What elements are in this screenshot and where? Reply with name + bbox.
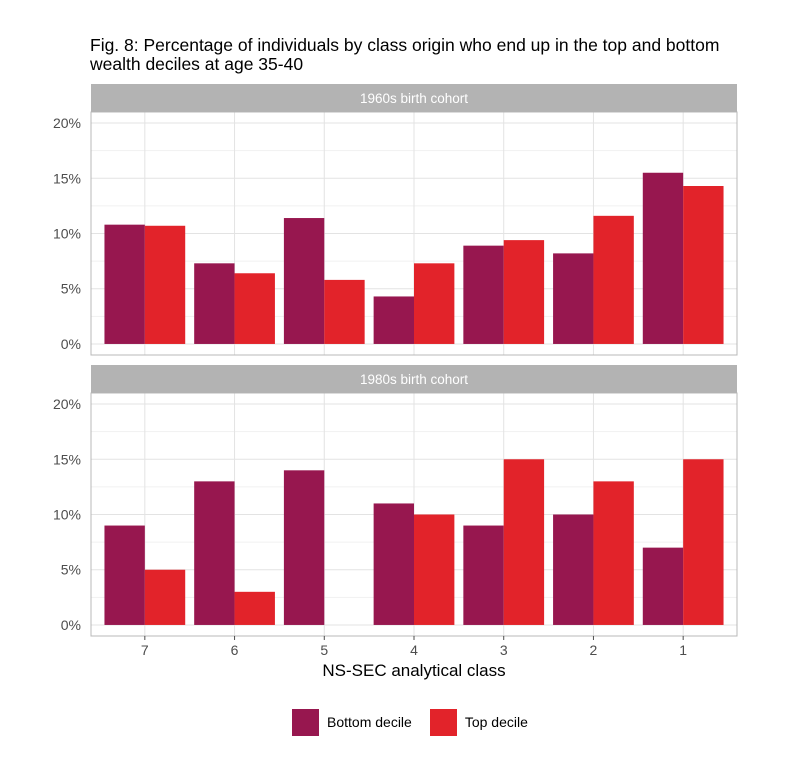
bar-top-decile-7 [144, 569, 186, 625]
bar-bottom-decile-7 [104, 525, 145, 625]
chart-area: 0%5%10%15%20%1960s birth cohort0%5%10%15… [53, 84, 738, 680]
y-tick-label: 20% [53, 115, 81, 131]
x-tick-label: 5 [320, 642, 328, 658]
bar-top-decile-6 [234, 273, 275, 344]
bar-bottom-decile-3 [463, 525, 504, 625]
bar-top-decile-2 [593, 481, 634, 625]
bar-bottom-decile-7 [104, 224, 145, 344]
bar-top-decile-5 [324, 279, 365, 344]
x-tick-label: 7 [141, 642, 149, 658]
y-tick-label: 0% [61, 336, 81, 352]
bar-bottom-decile-4 [373, 503, 414, 625]
y-tick-label: 10% [53, 507, 81, 523]
bar-bottom-decile-6 [194, 481, 235, 625]
y-tick-label: 0% [61, 617, 81, 633]
bar-top-decile-6 [234, 591, 275, 625]
y-tick-label: 15% [53, 170, 81, 186]
bar-top-decile-3 [503, 240, 545, 344]
bar-bottom-decile-5 [283, 470, 325, 625]
legend-swatch-top-decile [429, 708, 457, 736]
y-tick-label: 10% [53, 226, 81, 242]
x-axis-title: NS-SEC analytical class [322, 661, 505, 680]
bar-top-decile-3 [503, 459, 545, 625]
bar-top-decile-4 [414, 263, 455, 344]
facet-strip-label: 1980s birth cohort [360, 372, 468, 387]
y-tick-label: 5% [61, 281, 81, 297]
facet-strip-label: 1960s birth cohort [360, 91, 468, 106]
bar-bottom-decile-2 [553, 253, 594, 344]
legend-item-bottom-decile: Bottom decile [292, 708, 412, 736]
x-tick-label: 1 [679, 642, 687, 658]
bar-bottom-decile-1 [642, 172, 684, 344]
x-tick-label: 3 [500, 642, 508, 658]
y-tick-label: 5% [61, 562, 81, 578]
facet-strip [91, 84, 737, 112]
bar-top-decile-1 [683, 186, 724, 344]
x-tick-label: 4 [410, 642, 418, 658]
legend: Bottom decile Top decile [292, 706, 546, 738]
x-tick-label: 6 [231, 642, 239, 658]
legend-label-top-decile: Top decile [464, 714, 528, 730]
bar-bottom-decile-3 [463, 245, 504, 344]
bar-bottom-decile-2 [553, 514, 594, 625]
bar-top-decile-2 [593, 215, 634, 344]
x-tick-label: 2 [590, 642, 598, 658]
y-tick-label: 20% [53, 396, 81, 412]
bar-bottom-decile-4 [373, 296, 414, 344]
legend-item-top-decile: Top decile [429, 708, 528, 736]
y-tick-label: 15% [53, 451, 81, 467]
chart-title: Fig. 8: Percentage of individuals by cla… [90, 35, 720, 74]
bar-bottom-decile-6 [194, 263, 235, 344]
facet-strip [91, 365, 737, 393]
bar-bottom-decile-1 [642, 547, 684, 625]
legend-label-bottom-decile: Bottom decile [327, 714, 412, 730]
bar-top-decile-7 [144, 225, 186, 344]
bar-top-decile-1 [683, 459, 724, 625]
legend-swatch-bottom-decile [292, 708, 319, 736]
bar-top-decile-4 [414, 514, 455, 625]
bar-bottom-decile-5 [283, 218, 325, 344]
